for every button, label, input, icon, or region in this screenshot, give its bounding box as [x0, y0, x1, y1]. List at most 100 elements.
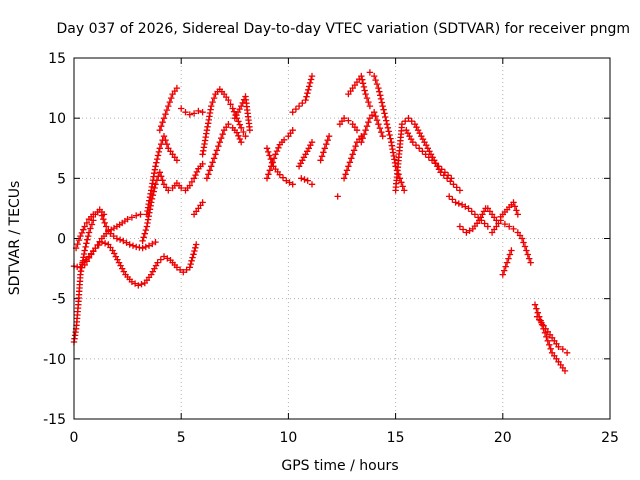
data-point: [83, 240, 90, 247]
series-track-f: [143, 133, 181, 218]
data-point: [377, 92, 384, 99]
data-point: [193, 241, 200, 248]
data-point: [229, 105, 236, 112]
data-point: [292, 105, 300, 113]
data-point: [235, 118, 242, 125]
data-point: [270, 155, 278, 162]
data-point: [503, 259, 511, 266]
data-point: [210, 94, 218, 102]
data-point: [346, 159, 354, 166]
data-point: [100, 216, 107, 223]
data-point: [90, 217, 97, 224]
data-point: [531, 301, 539, 308]
x-tick-label: 20: [494, 430, 512, 446]
data-point: [306, 79, 314, 87]
series-track-v: [345, 72, 374, 110]
data-point: [246, 127, 253, 134]
data-point: [159, 119, 166, 126]
data-point: [378, 129, 385, 136]
data-point: [547, 345, 554, 352]
data-point: [372, 113, 379, 120]
data-point: [402, 118, 409, 125]
data-point: [158, 173, 165, 180]
data-point: [236, 135, 243, 143]
data-point: [151, 184, 158, 192]
data-point: [365, 119, 372, 126]
data-point: [340, 175, 348, 182]
axis-ticks: 0 5 10 15 20 25 -15 -10 -5 0 5 10 15: [43, 51, 619, 446]
data-point: [193, 168, 201, 176]
data-point: [142, 226, 149, 234]
data-point: [146, 197, 153, 204]
data-point: [358, 139, 365, 146]
data-point: [520, 239, 527, 246]
data-point: [376, 88, 383, 95]
data-point: [408, 118, 415, 125]
data-point: [216, 139, 223, 146]
data-point: [435, 163, 442, 170]
data-point: [377, 95, 385, 103]
data-point: [107, 230, 114, 237]
data-point: [205, 171, 212, 178]
data-point: [345, 163, 352, 170]
data-point: [359, 80, 367, 87]
data-point: [505, 255, 512, 262]
data-point: [154, 259, 161, 266]
data-point: [209, 159, 216, 166]
series-track-c: [72, 208, 159, 252]
data-point: [95, 241, 102, 249]
data-point: [163, 106, 171, 114]
y-tick-label: -5: [52, 292, 66, 308]
data-point: [521, 243, 529, 250]
data-point: [416, 145, 423, 152]
data-point: [345, 117, 352, 124]
data-point: [85, 232, 92, 240]
data-points: [70, 69, 571, 375]
series-track-l: [231, 93, 253, 134]
series-track-j: [199, 86, 249, 158]
data-point: [189, 254, 196, 261]
series-track-ac: [484, 199, 521, 224]
data-point: [350, 147, 358, 154]
series-track-i: [190, 199, 206, 218]
data-point: [266, 152, 273, 159]
x-axis-label: GPS time / hours: [281, 458, 398, 474]
data-point: [289, 109, 296, 116]
data-point: [299, 99, 306, 107]
data-point: [190, 251, 197, 258]
data-point: [432, 160, 439, 167]
data-point: [173, 84, 181, 92]
data-point: [358, 72, 365, 80]
data-point: [389, 149, 397, 156]
data-point: [419, 148, 426, 155]
data-point: [81, 223, 88, 230]
data-point: [236, 121, 243, 128]
data-point: [349, 151, 356, 158]
data-point: [456, 187, 464, 194]
data-point: [178, 105, 185, 112]
data-point: [360, 83, 368, 91]
data-point: [340, 115, 348, 122]
data-point: [266, 167, 273, 174]
series-track-h: [178, 105, 206, 118]
data-point: [303, 93, 310, 100]
data-point: [307, 76, 315, 83]
data-point: [321, 145, 328, 152]
data-point: [137, 211, 144, 218]
data-point: [450, 181, 457, 188]
data-point: [153, 159, 160, 166]
data-point: [83, 219, 91, 227]
data-point: [465, 205, 472, 212]
data-point: [238, 124, 245, 131]
series-track-d: [79, 238, 200, 289]
data-point: [324, 137, 331, 144]
data-point: [459, 226, 467, 233]
data-point: [129, 242, 137, 249]
data-point: [379, 102, 386, 110]
data-point: [159, 177, 166, 184]
data-point: [265, 171, 272, 178]
data-point: [152, 163, 159, 170]
data-point: [362, 90, 369, 98]
data-point: [375, 84, 382, 92]
data-point: [306, 83, 313, 90]
